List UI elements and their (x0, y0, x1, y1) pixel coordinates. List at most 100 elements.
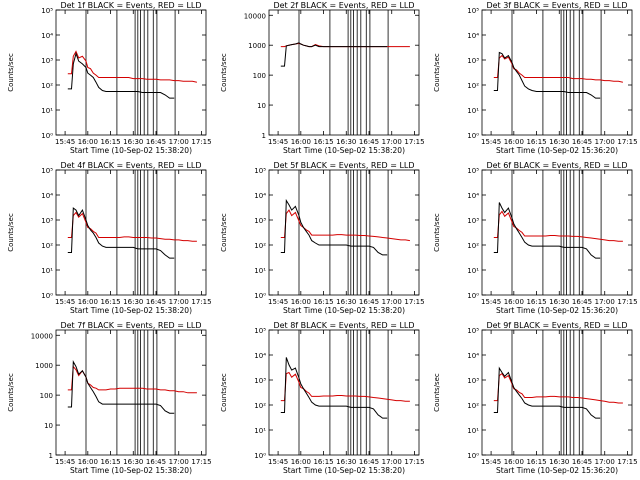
detector-panel-6: Det 6f BLACK = Events, RED = LLD 10⁰ 10¹ 10… (433, 161, 638, 315)
y-tick-label: 10² (254, 242, 266, 250)
x-tick-label: 15:45 (268, 458, 288, 466)
detector-panel-5: Det 5f BLACK = Events, RED = LLD 10⁰ 10¹ 10… (220, 161, 425, 315)
x-tick-label: 16:45 (359, 458, 379, 466)
x-tick-label: 17:00 (595, 298, 615, 306)
y-axis-label: Counts/sec (7, 213, 15, 252)
x-tick-label: 16:15 (526, 298, 546, 306)
x-tick-label: 16:00 (291, 298, 311, 306)
x-tick-label: 17:15 (191, 298, 211, 306)
x-tick-label: 15:45 (481, 138, 501, 146)
lld-series-line (67, 211, 197, 242)
events-series-line (67, 207, 175, 259)
detector-panel-8: Det 8f BLACK = Events, RED = LLD 10⁰ 10¹ 10… (220, 321, 425, 475)
y-tick-label: 1 (49, 452, 53, 460)
y-tick-label: 10⁴ (254, 192, 266, 200)
detector-panel-7: Det 7f BLACK = Events, RED = LLD 1 10 100 10… (7, 321, 212, 475)
x-tick-label: 16:45 (146, 298, 166, 306)
x-axis-label: Start Time (10-Sep-02 15:38:20) (283, 146, 405, 155)
x-tick-label: 16:30 (336, 138, 356, 146)
x-tick-label: 16:45 (359, 298, 379, 306)
x-tick-label: 16:00 (291, 458, 311, 466)
x-tick-label: 17:15 (191, 458, 211, 466)
y-tick-label: 10³ (41, 217, 53, 225)
x-tick-label: 16:00 (504, 138, 524, 146)
y-tick-label: 10⁴ (467, 192, 479, 200)
y-axis-label: Counts/sec (7, 53, 15, 92)
x-axis-label: Start Time (10-Sep-02 15:38:20) (70, 146, 192, 155)
y-axis-label: Counts/sec (433, 213, 441, 252)
panel-title: Det 8f BLACK = Events, RED = LLD (273, 321, 414, 330)
x-tick-label: 16:45 (146, 138, 166, 146)
detector-panel-1: Det 1f BLACK = Events, RED = LLD 10⁰ 10¹ 10… (7, 1, 212, 155)
y-tick-label: 10⁰ (41, 132, 53, 140)
x-tick-label: 17:15 (191, 138, 211, 146)
x-tick-label: 16:00 (78, 298, 98, 306)
y-tick-label: 10² (467, 402, 479, 410)
plot-frame (481, 9, 633, 136)
y-axis-label: Counts/sec (433, 373, 441, 412)
plot-frame (481, 169, 633, 296)
events-series-line (493, 366, 601, 419)
plot-frame (268, 169, 420, 296)
x-tick-label: 16:15 (526, 458, 546, 466)
x-tick-label: 15:45 (55, 458, 75, 466)
y-tick-label: 10⁰ (41, 292, 53, 300)
x-tick-label: 16:30 (336, 298, 356, 306)
y-tick-label: 10⁰ (467, 292, 479, 300)
x-tick-label: 15:45 (268, 138, 288, 146)
events-series-line (280, 198, 388, 256)
panel-title: Det 6f BLACK = Events, RED = LLD (486, 161, 627, 170)
y-tick-label: 10 (257, 102, 266, 110)
y-tick-label: 10³ (467, 377, 479, 385)
panel-title: Det 5f BLACK = Events, RED = LLD (273, 161, 414, 170)
x-tick-label: 17:15 (404, 298, 424, 306)
x-tick-label: 17:00 (169, 458, 189, 466)
x-axis-label: Start Time (10-Sep-02 15:36:20) (496, 466, 618, 475)
y-axis-label: Counts/sec (433, 53, 441, 92)
panel-title: Det 9f BLACK = Events, RED = LLD (486, 321, 627, 330)
plot-frame (55, 9, 207, 136)
y-axis-label: Counts/sec (220, 53, 228, 92)
y-tick-label: 10³ (41, 57, 53, 65)
y-tick-label: 10⁵ (254, 327, 266, 335)
lld-series-line (67, 50, 197, 83)
x-tick-label: 16:15 (526, 138, 546, 146)
y-tick-label: 10⁵ (41, 7, 53, 15)
y-tick-label: 10³ (254, 217, 266, 225)
x-tick-label: 16:30 (549, 458, 569, 466)
lld-series-line (280, 371, 410, 402)
plot-frame (481, 329, 633, 456)
x-tick-label: 16:00 (504, 298, 524, 306)
x-tick-label: 15:45 (481, 458, 501, 466)
y-tick-label: 1000 (35, 362, 53, 370)
x-axis-label: Start Time (10-Sep-02 15:38:20) (283, 306, 405, 315)
y-tick-label: 10² (41, 242, 53, 250)
plot-frame (55, 329, 207, 456)
x-tick-label: 16:45 (146, 458, 166, 466)
y-axis-label: Counts/sec (220, 373, 228, 412)
x-tick-label: 16:15 (313, 458, 333, 466)
x-axis-label: Start Time (10-Sep-02 15:36:20) (496, 146, 618, 155)
y-tick-label: 10³ (467, 217, 479, 225)
y-tick-label: 10² (41, 82, 53, 90)
y-tick-label: 10¹ (467, 267, 479, 275)
x-tick-label: 16:30 (123, 138, 143, 146)
y-tick-label: 10² (254, 402, 266, 410)
y-tick-label: 10⁵ (254, 167, 266, 175)
x-tick-label: 16:15 (100, 138, 120, 146)
panel-title: Det 2f BLACK = Events, RED = LLD (273, 1, 414, 10)
x-tick-label: 17:00 (595, 458, 615, 466)
panel-title: Det 4f BLACK = Events, RED = LLD (60, 161, 201, 170)
lld-series-line (493, 210, 623, 242)
plot-frame (268, 329, 420, 456)
x-tick-label: 16:30 (549, 138, 569, 146)
x-tick-label: 17:15 (617, 458, 637, 466)
events-series-line (67, 360, 175, 414)
x-tick-label: 16:45 (572, 298, 592, 306)
x-tick-label: 15:45 (481, 298, 501, 306)
x-tick-label: 16:15 (313, 138, 333, 146)
y-tick-label: 10³ (254, 377, 266, 385)
x-tick-label: 17:00 (169, 138, 189, 146)
x-tick-label: 16:00 (78, 458, 98, 466)
